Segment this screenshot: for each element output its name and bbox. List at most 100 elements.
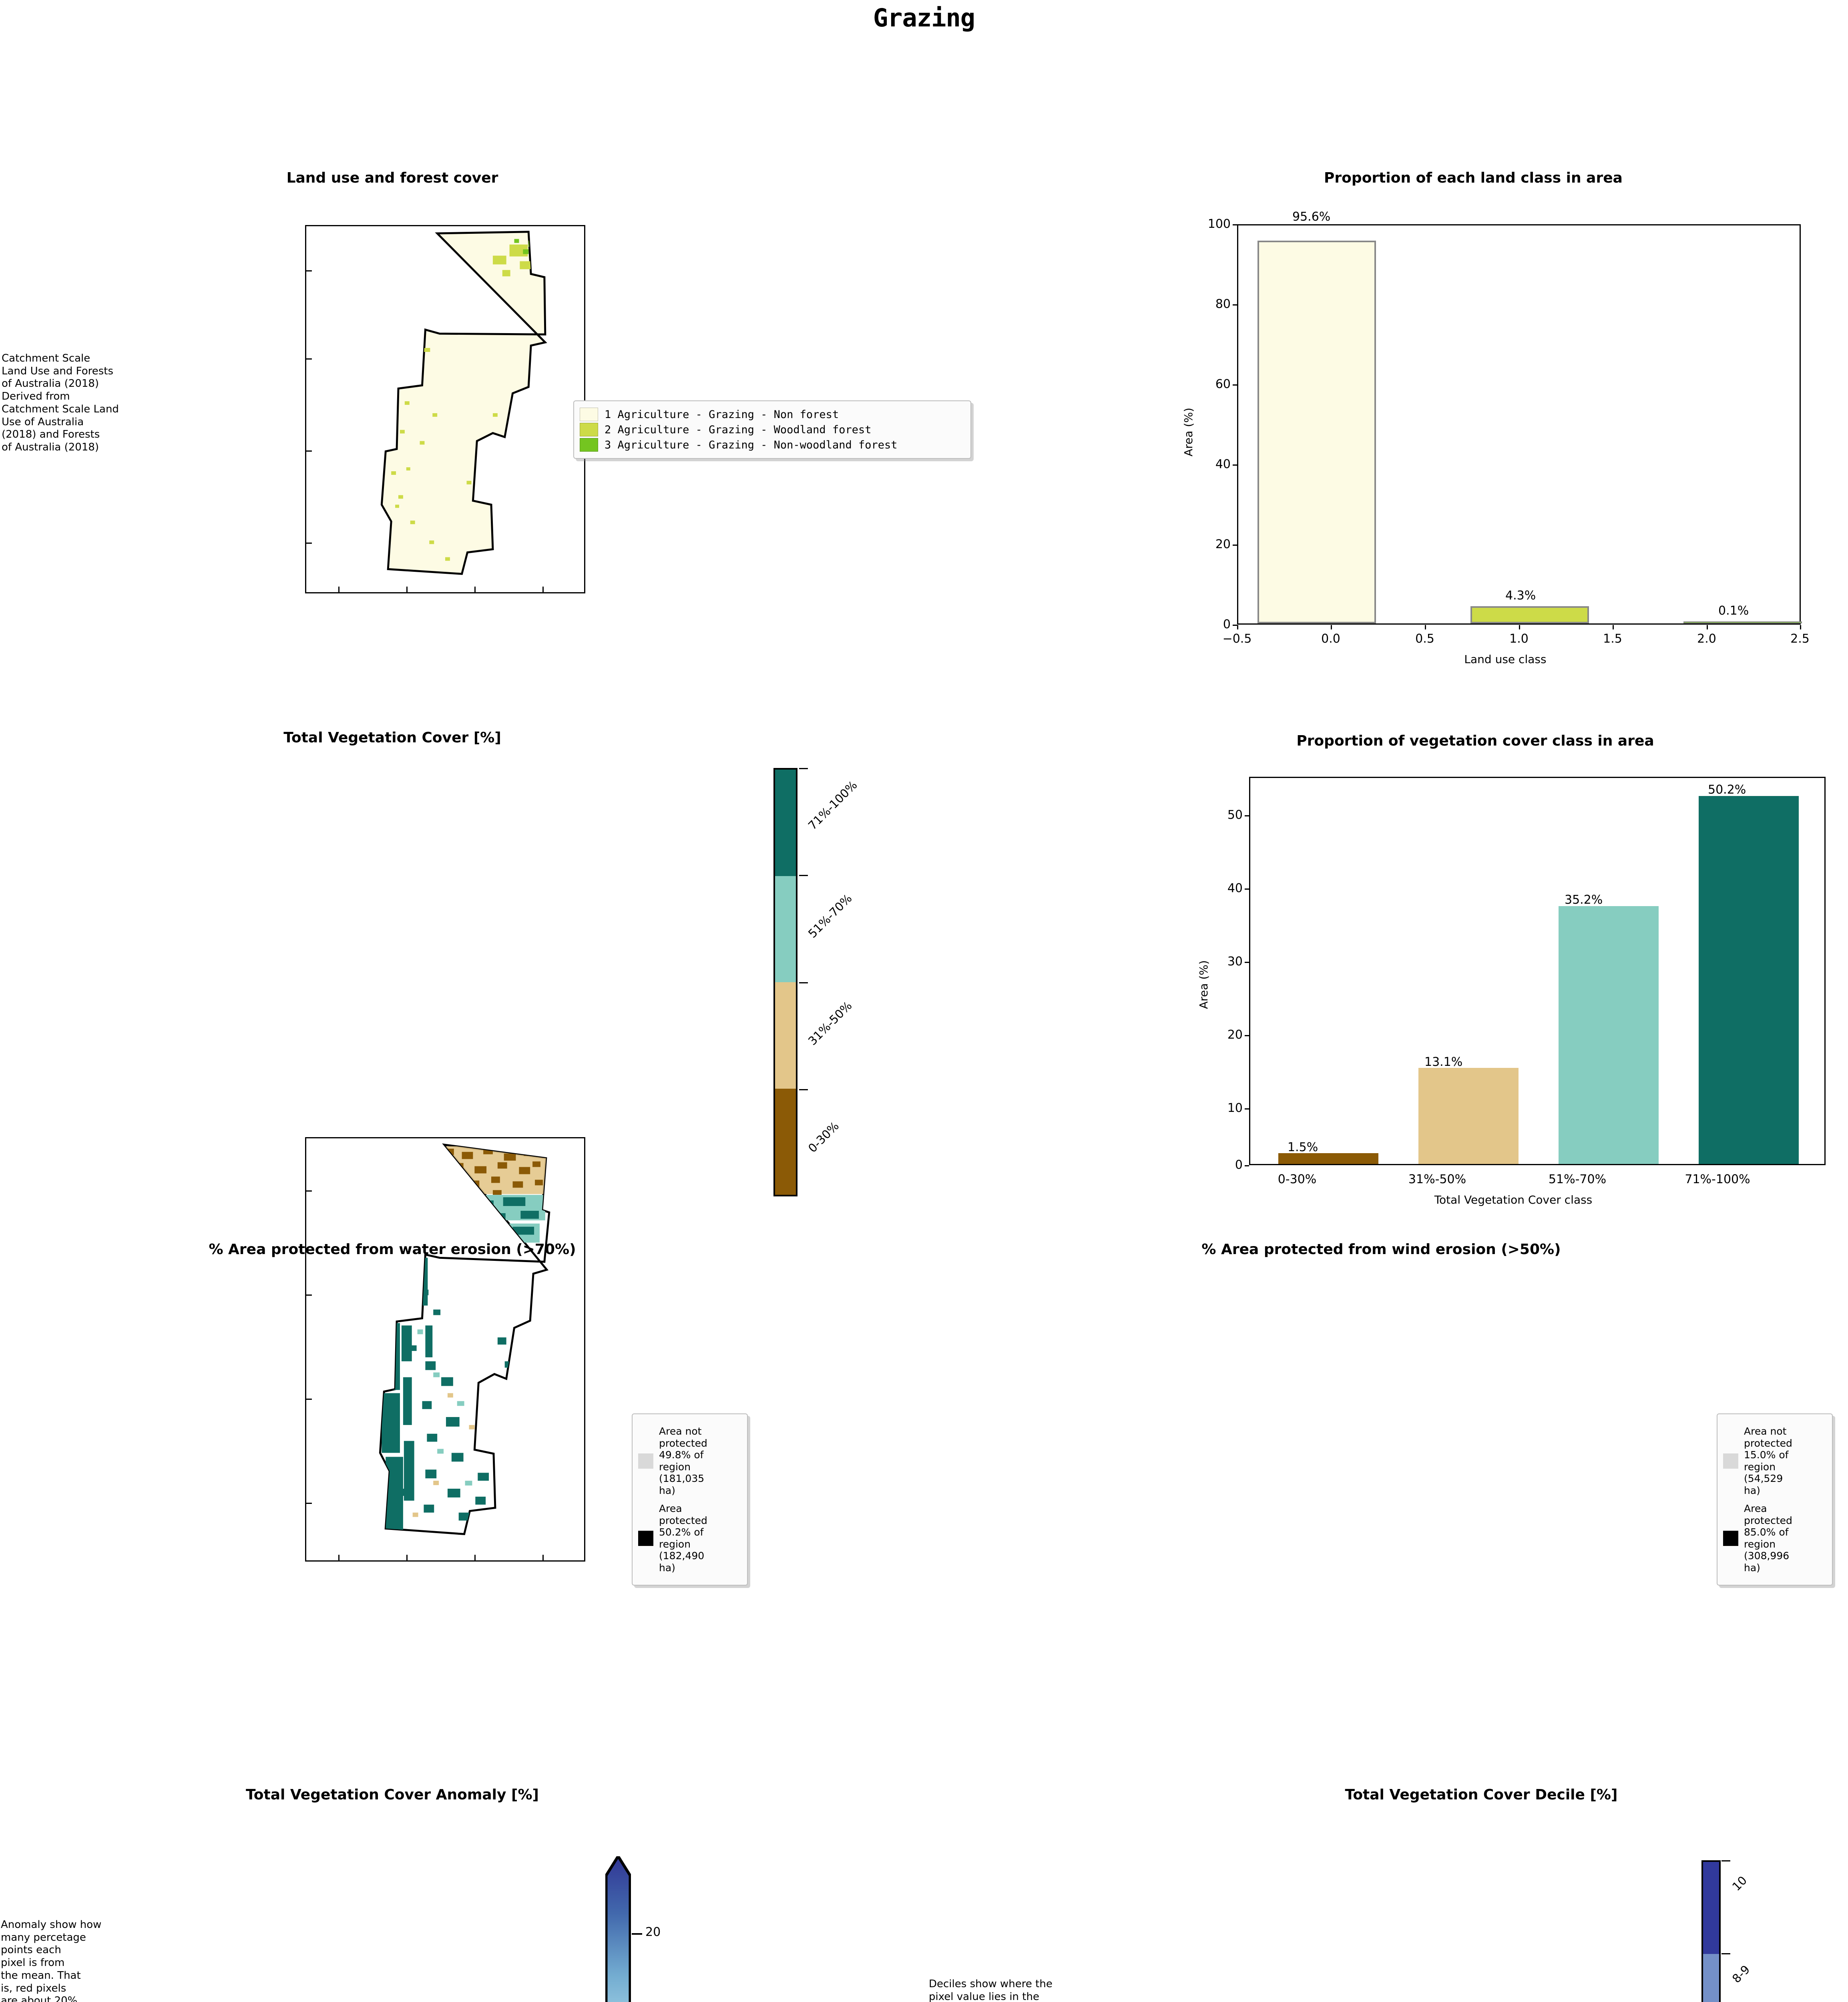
legend-swatch-protected bbox=[1723, 1530, 1738, 1546]
wind-erosion-map-title: % Area protected from wind erosion (>50%… bbox=[1201, 1241, 1561, 1258]
veg-cover-map[interactable] bbox=[305, 1137, 585, 1562]
bar-value-label-0: 95.6% bbox=[1292, 210, 1331, 224]
cbar-segment-0-30 bbox=[775, 1088, 796, 1195]
cbar-segment-71-100 bbox=[775, 770, 796, 876]
cbar-segment-31-50 bbox=[775, 982, 796, 1089]
landuse-source-note: Catchment Scale Land Use and Forests of … bbox=[2, 352, 119, 454]
xtick-label: 71%-100% bbox=[1685, 1172, 1750, 1186]
ytick-label: 20 bbox=[1215, 537, 1231, 551]
legend-swatch-not-protected bbox=[1723, 1453, 1738, 1469]
cbar-segment-10 bbox=[1703, 1862, 1719, 1954]
ytick-label: 60 bbox=[1215, 377, 1231, 391]
legend-label: Area not protected 49.8% of region (181,… bbox=[659, 1425, 707, 1496]
ytick-label: 10 bbox=[1227, 1101, 1243, 1115]
legend-label: 1 Agriculture - Grazing - Non forest bbox=[605, 408, 839, 421]
ytick-label: 100 bbox=[1207, 217, 1231, 231]
bar-land-class-1[interactable] bbox=[1470, 606, 1589, 623]
decile-map-title: Total Vegetation Cover Decile [%] bbox=[1345, 1787, 1618, 1803]
ytick-label: 0 bbox=[1235, 1158, 1243, 1172]
bar-value-label-2: 0.1% bbox=[1718, 604, 1749, 618]
vegclass-xaxis-title: Total Vegetation Cover class bbox=[1434, 1193, 1593, 1206]
ytick-label: 40 bbox=[1215, 457, 1231, 471]
vegclass-bar-chart: 1.5% 13.1% 35.2% 50.2% 50 40 30 20 10 0 … bbox=[1193, 773, 1834, 1213]
landclass-bar-chart: 95.6% 4.3% 0.1% 100 80 60 40 20 0 −0.5 0… bbox=[1182, 210, 1818, 666]
anomaly-colorbar-graphic bbox=[605, 1853, 632, 2002]
anomaly-colorbar bbox=[605, 1853, 632, 2002]
bar-value-label-2: 35.2% bbox=[1565, 893, 1603, 907]
cbar-label-31-50: 31%-50% bbox=[805, 999, 855, 1048]
landclass-chart-title: Proportion of each land class in area bbox=[1324, 170, 1623, 186]
legend-swatch-non-woodland-forest bbox=[580, 438, 598, 452]
landclass-yaxis-title: Area (%) bbox=[1182, 408, 1195, 456]
bar-land-class-0[interactable] bbox=[1257, 241, 1376, 623]
legend-swatch-not-protected bbox=[638, 1453, 653, 1469]
xtick-label: −0.5 bbox=[1222, 632, 1252, 646]
landuse-map-graphic bbox=[380, 231, 547, 575]
xtick-label: 0-30% bbox=[1278, 1172, 1317, 1186]
bar-veg-class-2[interactable] bbox=[1559, 906, 1659, 1164]
bar-veg-class-1[interactable] bbox=[1418, 1068, 1519, 1164]
water-erosion-legend: Area not protected 49.8% of region (181,… bbox=[632, 1413, 748, 1586]
legend-swatch-non-forest bbox=[580, 408, 598, 421]
legend-label: Area protected 85.0% of region (308,996 … bbox=[1744, 1503, 1792, 1574]
anomaly-note: Anomaly show how many percetage points e… bbox=[1, 1919, 102, 2002]
bar-value-label-1: 4.3% bbox=[1505, 589, 1536, 603]
veg-map-title: Total Vegetation Cover [%] bbox=[283, 730, 501, 746]
legend-label: Area not protected 15.0% of region (54,5… bbox=[1744, 1425, 1792, 1496]
xtick-label: 0.0 bbox=[1321, 632, 1340, 646]
decile-note: Deciles show where the pixel value lies … bbox=[929, 1978, 1053, 2002]
legend-item: Area not protected 15.0% of region (54,5… bbox=[1723, 1425, 1826, 1496]
vegclass-yaxis-title: Area (%) bbox=[1197, 960, 1210, 1009]
ytick-label: 0 bbox=[1223, 617, 1231, 631]
ytick-label: 20 bbox=[1227, 1028, 1243, 1042]
landuse-map[interactable] bbox=[305, 225, 585, 593]
cbar-label-0-30: 0-30% bbox=[805, 1119, 842, 1156]
vegclass-plot-area bbox=[1249, 777, 1826, 1165]
legend-item: Area protected 85.0% of region (308,996 … bbox=[1723, 1503, 1826, 1574]
xtick-label: 2.5 bbox=[1790, 632, 1810, 646]
cbar-label-71-100: 71%-100% bbox=[805, 778, 860, 833]
legend-item: 1 Agriculture - Grazing - Non forest bbox=[580, 408, 965, 421]
cbar-segment-8-9 bbox=[1703, 1954, 1719, 2002]
decile-cbar-label-8-9: 8-9 bbox=[1729, 1962, 1753, 1986]
legend-item: Area protected 50.2% of region (182,490 … bbox=[638, 1503, 741, 1574]
legend-label: 2 Agriculture - Grazing - Woodland fores… bbox=[605, 423, 872, 436]
legend-label: 3 Agriculture - Grazing - Non-woodland f… bbox=[605, 438, 898, 451]
legend-swatch-protected bbox=[638, 1530, 653, 1546]
ytick-label: 30 bbox=[1227, 955, 1243, 969]
veg-cover-colorbar bbox=[773, 768, 797, 1196]
ytick-label: 80 bbox=[1215, 297, 1231, 311]
bar-veg-class-0[interactable] bbox=[1278, 1153, 1378, 1164]
ytick-label: 50 bbox=[1227, 808, 1243, 822]
page-title: Grazing bbox=[873, 3, 975, 32]
veg-cover-map-graphic bbox=[379, 1143, 550, 1536]
xtick-label: 31%-50% bbox=[1408, 1172, 1466, 1186]
xtick-label: 1.5 bbox=[1603, 632, 1622, 646]
wind-erosion-legend: Area not protected 15.0% of region (54,5… bbox=[1717, 1413, 1833, 1586]
legend-item: Area not protected 49.8% of region (181,… bbox=[638, 1425, 741, 1496]
legend-label: Area protected 50.2% of region (182,490 … bbox=[659, 1503, 707, 1574]
legend-swatch-woodland-forest bbox=[580, 423, 598, 436]
xtick-label: 2.0 bbox=[1697, 632, 1716, 646]
xtick-label: 0.5 bbox=[1415, 632, 1434, 646]
anomaly-cbar-tick-20: 20 bbox=[645, 1925, 661, 1939]
bar-value-label-3: 50.2% bbox=[1708, 783, 1746, 797]
bar-value-label-1: 13.1% bbox=[1424, 1055, 1463, 1069]
anomaly-map-title: Total Vegetation Cover Anomaly [%] bbox=[246, 1787, 539, 1803]
cbar-label-51-70: 51%-70% bbox=[805, 891, 855, 941]
landuse-legend: 1 Agriculture - Grazing - Non forest 2 A… bbox=[573, 400, 971, 459]
decile-cbar-label-10: 10 bbox=[1729, 1873, 1750, 1894]
landclass-xaxis-title: Land use class bbox=[1464, 653, 1547, 666]
cbar-segment-51-70 bbox=[775, 876, 796, 982]
landclass-plot-area bbox=[1237, 224, 1802, 625]
vegclass-chart-title: Proportion of vegetation cover class in … bbox=[1296, 733, 1654, 749]
water-erosion-map-title: % Area protected from water erosion (>70… bbox=[209, 1241, 576, 1258]
ytick-label: 40 bbox=[1227, 881, 1243, 895]
xtick-label: 51%-70% bbox=[1548, 1172, 1607, 1186]
landuse-map-title: Land use and forest cover bbox=[286, 170, 498, 186]
bar-veg-class-3[interactable] bbox=[1699, 796, 1799, 1164]
decile-colorbar bbox=[1701, 1860, 1721, 2002]
legend-item: 2 Agriculture - Grazing - Woodland fores… bbox=[580, 423, 965, 436]
bar-land-class-2[interactable] bbox=[1683, 621, 1802, 623]
legend-item: 3 Agriculture - Grazing - Non-woodland f… bbox=[580, 438, 965, 452]
